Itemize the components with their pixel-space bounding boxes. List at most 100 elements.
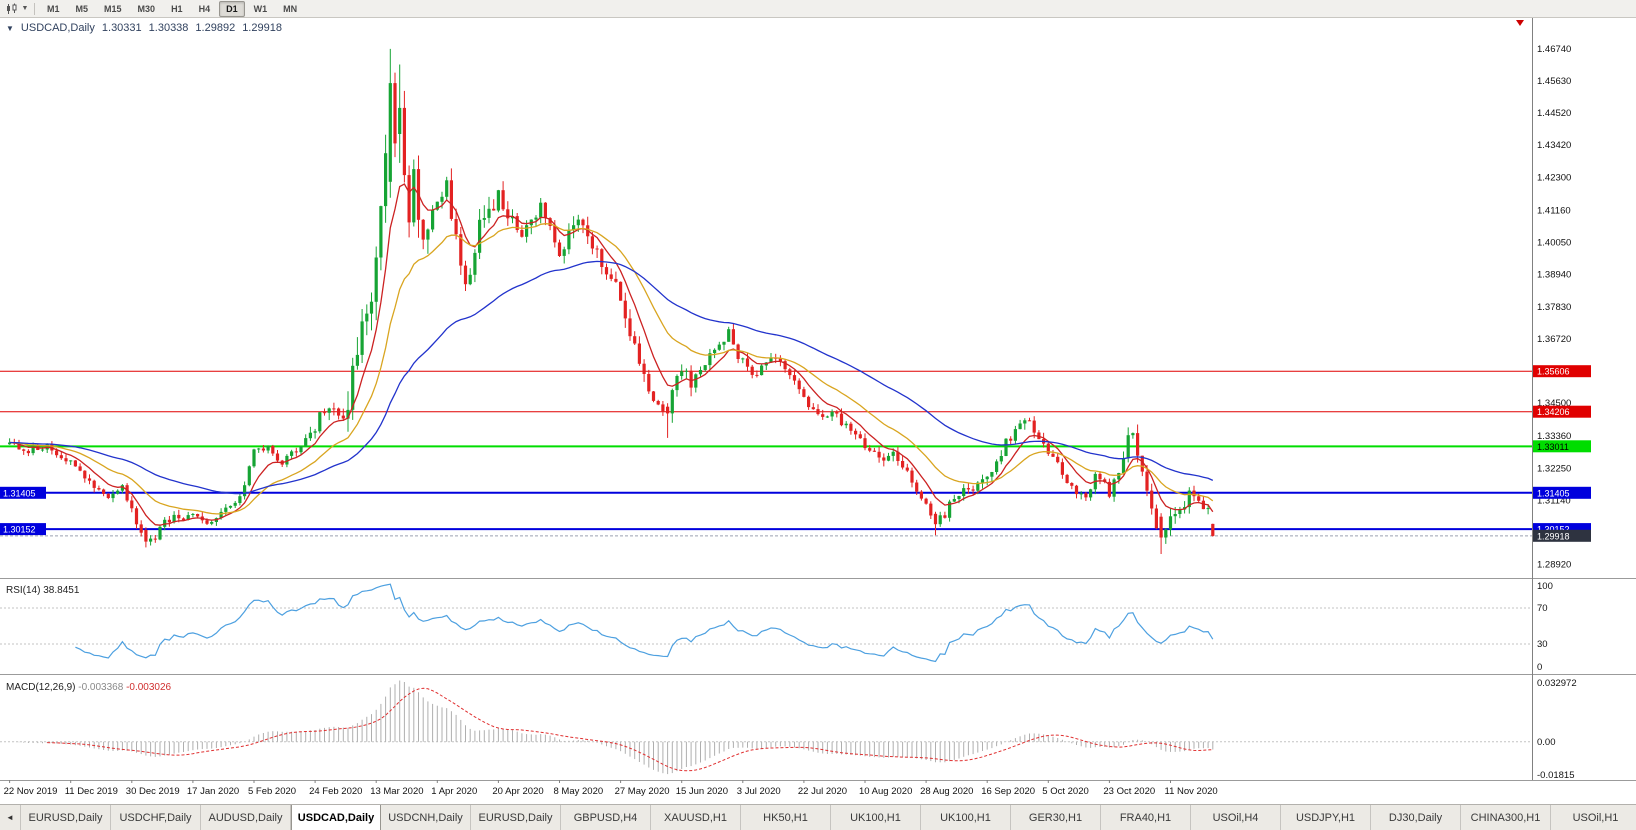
line-price-label-left bbox=[0, 523, 46, 536]
tab-scroll-left-icon[interactable]: ◄ bbox=[0, 805, 21, 830]
chart-tab-dj30-daily[interactable]: DJ30,Daily bbox=[1371, 805, 1461, 830]
timeframe-button-h4[interactable]: H4 bbox=[198, 3, 211, 14]
chart-tab-usoil-h4[interactable]: USOil,H4 bbox=[1191, 805, 1281, 830]
svg-text:0.00: 0.00 bbox=[1537, 737, 1556, 748]
svg-text:1.31405: 1.31405 bbox=[3, 488, 36, 498]
chart-tab-usdjpy-h1[interactable]: USDJPY,H1 bbox=[1281, 805, 1371, 830]
chart-type-icon[interactable] bbox=[4, 2, 20, 16]
svg-text:0: 0 bbox=[1537, 662, 1542, 673]
svg-text:70: 70 bbox=[1537, 603, 1548, 614]
line-price-label bbox=[1533, 440, 1591, 453]
bid-price-label bbox=[1533, 529, 1591, 542]
svg-text:1.34206: 1.34206 bbox=[1537, 407, 1570, 417]
chart-tab-uk100-h1[interactable]: UK100,H1 bbox=[831, 805, 921, 830]
price-scale[interactable] bbox=[1532, 18, 1636, 780]
svg-text:1.28920: 1.28920 bbox=[1537, 560, 1571, 571]
timeframe-buttons: M1 M5 M15 M30 H1 H4 D1 W1 MN bbox=[39, 0, 305, 17]
svg-text:15 Jun 2020: 15 Jun 2020 bbox=[676, 786, 728, 797]
line-price-label bbox=[1533, 365, 1591, 378]
svg-text:1 Apr 2020: 1 Apr 2020 bbox=[431, 786, 477, 797]
svg-text:1.31140: 1.31140 bbox=[1537, 496, 1571, 507]
macd-signal-line bbox=[47, 687, 1213, 772]
timeframe-button-m30[interactable]: M30 bbox=[137, 3, 156, 14]
svg-text:23 Oct 2020: 23 Oct 2020 bbox=[1103, 786, 1155, 797]
svg-text:0.032972: 0.032972 bbox=[1537, 678, 1577, 689]
svg-text:13 Mar 2020: 13 Mar 2020 bbox=[370, 786, 423, 797]
svg-text:1.40050: 1.40050 bbox=[1537, 238, 1571, 249]
chart-tab-gbpusd-h4[interactable]: GBPUSD,H4 bbox=[561, 805, 651, 830]
chart-tabbar: ◄ EURUSD,Daily USDCHF,Daily AUDUSD,Daily US… bbox=[0, 804, 1636, 830]
horizontal-lines bbox=[0, 370, 1532, 537]
line-price-label bbox=[1533, 405, 1591, 418]
timeframe-button-d1[interactable]: D1 bbox=[219, 0, 245, 17]
chart-shift-marker[interactable] bbox=[1516, 20, 1524, 26]
svg-text:16 Sep 2020: 16 Sep 2020 bbox=[981, 786, 1035, 797]
chart-tab-hk50-h1[interactable]: HK50,H1 bbox=[741, 805, 831, 830]
chart-tab-china300-h1[interactable]: CHINA300,H1 bbox=[1461, 805, 1551, 830]
ohlc-open: 1.30331 bbox=[101, 22, 142, 34]
timeframe-button-w1[interactable]: W1 bbox=[253, 3, 268, 14]
svg-text:1.33360: 1.33360 bbox=[1537, 431, 1571, 442]
chart-tab-usoil-h1[interactable]: USOil,H1 bbox=[1551, 805, 1636, 830]
macd-histogram bbox=[13, 680, 1214, 775]
timeframe-button-h1[interactable]: H1 bbox=[171, 3, 183, 14]
macd-label: MACD(12,26,9) -0.003368 -0.003026 bbox=[6, 682, 172, 693]
svg-text:1.29918: 1.29918 bbox=[1537, 531, 1570, 541]
chart-tab-uk100-h1[interactable]: UK100,H1 bbox=[921, 805, 1011, 830]
chart-plot-area[interactable] bbox=[0, 18, 1532, 780]
svg-text:1.35606: 1.35606 bbox=[1537, 367, 1570, 377]
svg-text:1.42300: 1.42300 bbox=[1537, 172, 1571, 183]
svg-text:1.33011: 1.33011 bbox=[1537, 442, 1569, 452]
svg-text:1.45630: 1.45630 bbox=[1537, 76, 1571, 87]
chart-tab-eurusd-daily[interactable]: EURUSD,Daily bbox=[471, 805, 561, 830]
timeframe-button-m1[interactable]: M1 bbox=[47, 3, 60, 14]
chart-area[interactable]: ▼ USDCAD,Daily 1.30331 1.30338 1.29892 1… bbox=[0, 18, 1636, 804]
date-axis-labels: 22 Nov 2019 11 Dec 2019 30 Dec 2019 17 Jan … bbox=[4, 780, 1218, 797]
svg-text:1.44520: 1.44520 bbox=[1537, 108, 1571, 119]
slow-ma-line bbox=[9, 260, 1214, 495]
chart-tabs: EURUSD,Daily USDCHF,Daily AUDUSD,Daily USDC… bbox=[21, 805, 1636, 830]
svg-text:11 Nov 2020: 11 Nov 2020 bbox=[1165, 786, 1218, 797]
chart-tab-eurusd-daily[interactable]: EURUSD,Daily bbox=[21, 805, 111, 830]
svg-text:1.32250: 1.32250 bbox=[1537, 463, 1571, 474]
svg-text:1.30152: 1.30152 bbox=[3, 525, 36, 535]
svg-text:5 Oct 2020: 5 Oct 2020 bbox=[1042, 786, 1088, 797]
chart-tab-audusd-daily[interactable]: AUDUSD,Daily bbox=[201, 805, 291, 830]
ohlc-high: 1.30338 bbox=[148, 22, 189, 34]
rsi-line bbox=[75, 583, 1214, 663]
svg-text:5 Feb 2020: 5 Feb 2020 bbox=[248, 786, 296, 797]
svg-text:20 Apr 2020: 20 Apr 2020 bbox=[492, 786, 543, 797]
top-toolbar: ▼ M1 M5 M15 M30 H1 H4 D1 W1 MN bbox=[0, 0, 1636, 18]
line-price-label bbox=[1533, 486, 1591, 499]
rsi-label: RSI(14) 38.8451 bbox=[6, 585, 80, 596]
main-chart-svg[interactable]: 1.46740 1.45630 1.44520 1.43420 1.42300 1.411… bbox=[0, 18, 1636, 804]
svg-text:1.41160: 1.41160 bbox=[1537, 205, 1571, 216]
svg-text:24 Feb 2020: 24 Feb 2020 bbox=[309, 786, 362, 797]
svg-text:22 Jul 2020: 22 Jul 2020 bbox=[798, 786, 847, 797]
chart-tab-usdcad-daily[interactable]: USDCAD,Daily bbox=[291, 805, 381, 830]
fast-ma-line bbox=[9, 183, 1214, 526]
timeframe-button-m15[interactable]: M15 bbox=[104, 3, 122, 14]
line-price-label-left bbox=[0, 486, 46, 499]
chart-tab-xauusd-h1[interactable]: XAUUSD,H1 bbox=[651, 805, 741, 830]
time-scale[interactable] bbox=[0, 780, 1532, 804]
ohlc-close: 1.29918 bbox=[242, 22, 282, 34]
chart-type-dropdown-icon[interactable]: ▼ bbox=[21, 5, 29, 12]
chart-tab-fra40-h1[interactable]: FRA40,H1 bbox=[1101, 805, 1191, 830]
timeframe-button-mn[interactable]: MN bbox=[283, 3, 298, 14]
timeframe-button-m5[interactable]: M5 bbox=[75, 3, 89, 14]
chart-tab-usdcnh-daily[interactable]: USDCNH,Daily bbox=[381, 805, 471, 830]
svg-text:1.38940: 1.38940 bbox=[1537, 270, 1571, 281]
chart-tab-usdchf-daily[interactable]: USDCHF,Daily bbox=[111, 805, 201, 830]
collapse-arrow-icon[interactable]: ▼ bbox=[6, 23, 14, 33]
svg-text:30 Dec 2019: 30 Dec 2019 bbox=[126, 786, 180, 797]
svg-text:100: 100 bbox=[1537, 581, 1553, 592]
svg-text:1.31405: 1.31405 bbox=[1537, 488, 1570, 498]
ohlc-low: 1.29892 bbox=[195, 22, 236, 34]
price-scale-labels: 1.46740 1.45630 1.44520 1.43420 1.42300 1.411… bbox=[1537, 44, 1571, 571]
chart-symbol-label: USDCAD,Daily bbox=[20, 22, 95, 34]
svg-text:1.30152: 1.30152 bbox=[1537, 525, 1570, 535]
chart-tab-ger30-h1[interactable]: GER30,H1 bbox=[1011, 805, 1101, 830]
toolbar-separator bbox=[34, 2, 35, 15]
